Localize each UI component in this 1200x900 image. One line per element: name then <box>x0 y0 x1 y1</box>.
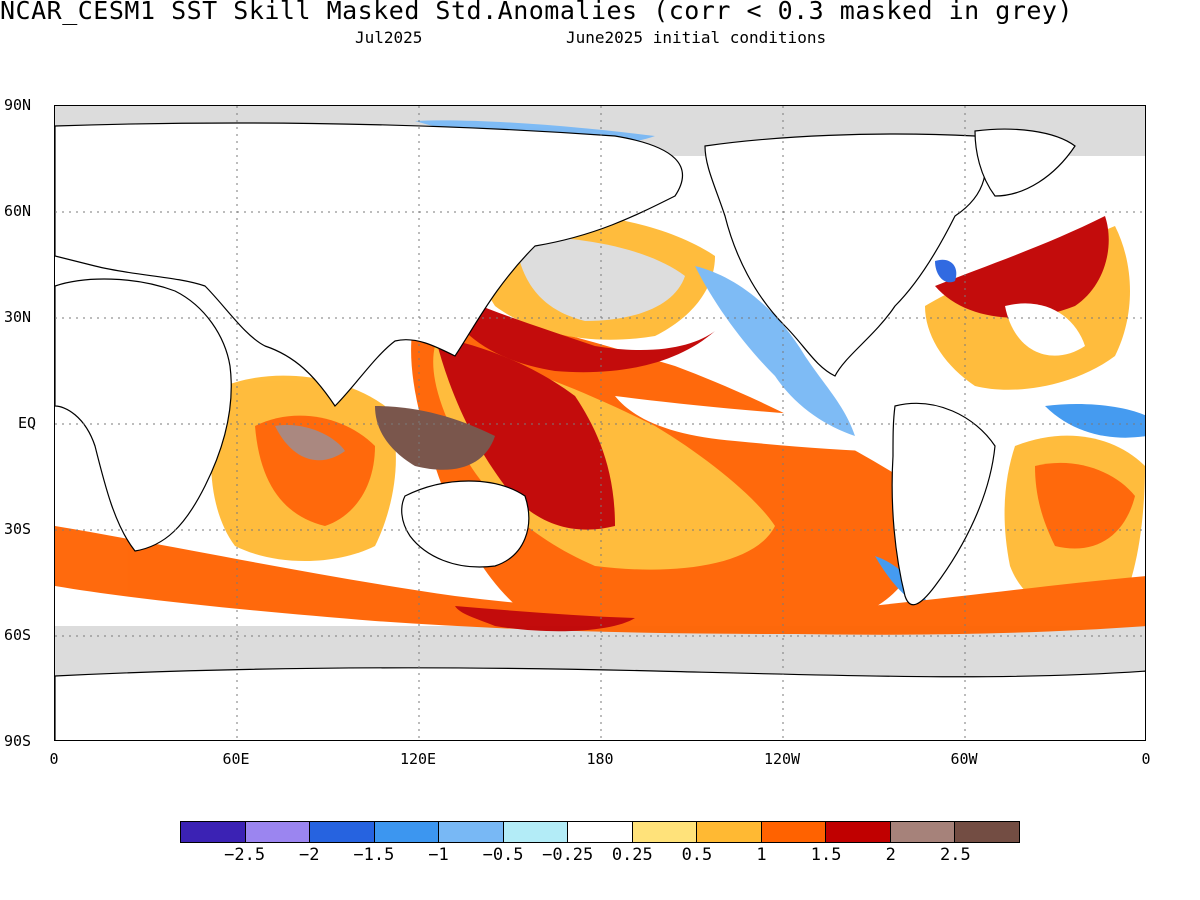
continents <box>55 122 1145 740</box>
colorbar-label: −2.5 <box>224 845 266 865</box>
colorbar-label: −1 <box>428 845 449 865</box>
lat-label-60n: 60N <box>4 202 32 220</box>
initial-conditions: June2025 initial conditions <box>566 28 827 47</box>
colorbar-swatch: #ff6200 <box>761 822 827 842</box>
africa-landmass <box>55 278 232 552</box>
greenland-landmass <box>974 128 1076 197</box>
colorbar-swatch: #ffb933 <box>697 822 762 842</box>
colorbar-label: 2 <box>885 845 896 865</box>
north-america-landmass <box>704 133 986 377</box>
colorbar-swatch: #9b85f0 <box>245 822 311 842</box>
colorbar-swatch: #3c96f0 <box>374 822 440 842</box>
colorbar-swatch: #2663e0 <box>310 822 375 842</box>
colorbar-swatch: #78b8f5 <box>439 822 504 842</box>
antarctica-landmass <box>55 667 1145 740</box>
colorbar-swatch: #a6827a <box>890 822 956 842</box>
colorbar: #3b22b4#9b85f0#2663e0#3c96f0#78b8f5#b3ec… <box>180 821 1020 843</box>
map-canvas <box>55 106 1145 740</box>
colorbar-swatch: #3b22b4 <box>181 822 246 842</box>
colorbar-label: −0.5 <box>482 845 524 865</box>
colorbar-label: 0.5 <box>681 845 713 865</box>
chart-title: NCAR_CESM1 SST Skill Masked Std.Anomalie… <box>0 0 1074 25</box>
lon-label-120w: 120W <box>763 750 801 768</box>
colorbar-label: 0.25 <box>611 845 653 865</box>
lon-label-60e: 60E <box>222 750 250 768</box>
colorbar-swatch: #ffe27a <box>632 822 698 842</box>
colorbar-swatch: #ffffff <box>568 822 633 842</box>
lon-label-60w: 60W <box>950 750 978 768</box>
lon-label-180: 180 <box>586 750 614 768</box>
colorbar-label: 1.5 <box>810 845 842 865</box>
colorbar-label: −1.5 <box>353 845 395 865</box>
colorbar-label: 2.5 <box>940 845 971 865</box>
south-america-landmass <box>891 402 996 606</box>
colorbar-swatch: #734d43 <box>955 822 1019 842</box>
colorbar-swatch: #b3ecf7 <box>503 822 569 842</box>
sst-anomaly-map <box>54 105 1146 741</box>
lat-label-60s: 60S <box>4 626 32 644</box>
forecast-month: Jul2025 <box>355 28 423 47</box>
lon-label-120e: 120E <box>399 750 437 768</box>
colorbar-label: −0.25 <box>542 845 594 865</box>
colorbar-label: −2 <box>298 845 320 865</box>
lat-label-30s: 30S <box>4 520 32 538</box>
lon-label-0-east: 0 <box>1141 750 1151 768</box>
graticule <box>55 106 1145 740</box>
lat-label-90s: 90S <box>4 732 32 750</box>
colorbar-label: 1 <box>756 845 767 865</box>
lat-label-eq: EQ <box>18 414 37 432</box>
lat-label-90n: 90N <box>4 96 32 114</box>
eurasia-landmass <box>55 122 684 407</box>
lon-label-0: 0 <box>49 750 59 768</box>
lat-label-30n: 30N <box>4 308 32 326</box>
colorbar-swatch: #c00000 <box>826 822 891 842</box>
